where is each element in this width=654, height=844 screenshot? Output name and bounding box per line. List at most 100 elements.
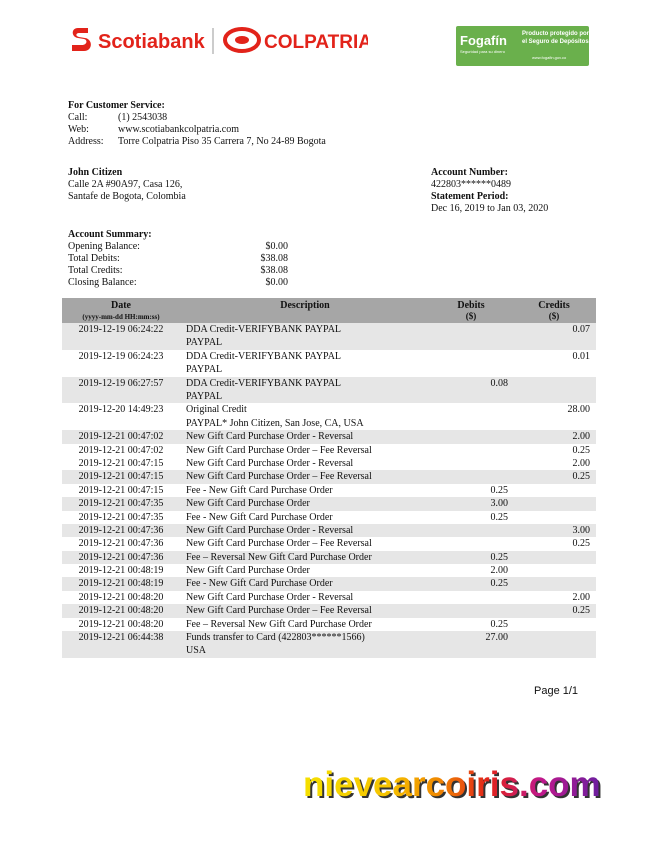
transactions-table: Date (yyyy-mm-dd HH:mm:ss) Description D… <box>62 298 596 658</box>
summary-value: $38.08 <box>260 253 289 264</box>
description-cell: Fee - New Gift Card Purchase Order <box>186 578 333 590</box>
date-cell: 2019-12-19 06:27:57 <box>78 377 164 389</box>
account-number: 422803******0489 <box>431 179 511 190</box>
table-row: 2019-12-21 00:47:36 Fee – Reversal New Gi… <box>62 550 596 565</box>
summary-value: $38.08 <box>260 265 289 276</box>
date-cell: 2019-12-19 06:24:23 <box>78 350 164 362</box>
debit-cell: 0.25 <box>490 484 509 496</box>
credit-cell: 0.25 <box>572 444 591 456</box>
date-cell: 2019-12-20 14:49:23 <box>78 404 164 416</box>
description-cell: Fee - New Gift Card Purchase Order <box>186 511 333 523</box>
table-row: 2019-12-19 06:24:23 DDA Credit-VERIFYBANK… <box>62 350 596 377</box>
credit-cell: 0.07 <box>572 324 591 335</box>
description-cell: New Gift Card Purchase Order - Reversal <box>186 524 354 536</box>
service-label: Address: <box>68 136 104 147</box>
table-row: 2019-12-21 00:47:35 New Gift Card Purchas… <box>62 497 596 511</box>
credit-cell: 0.25 <box>572 538 591 550</box>
table-row: 2019-12-21 00:48:19 Fee - New Gift Card P… <box>62 577 596 591</box>
table-row: 2019-12-21 00:47:02 New Gift Card Purchas… <box>62 444 596 457</box>
summary-label: Total Debits: <box>68 253 120 264</box>
date-cell: 2019-12-21 00:47:36 <box>78 524 164 536</box>
description-cell: PAYPAL* John Citizen, San Jose, CA, USA <box>186 417 364 429</box>
date-cell: 2019-12-21 00:47:35 <box>78 511 164 523</box>
description-cell: PAYPAL <box>186 390 223 402</box>
credit-cell: 2.00 <box>572 591 591 603</box>
date-cell: 2019-12-21 00:48:20 <box>78 605 164 617</box>
summary-label: Opening Balance: <box>68 241 140 252</box>
debit-cell: 3.00 <box>490 498 509 510</box>
credit-cell: 2.00 <box>572 431 591 443</box>
description-cell: New Gift Card Purchase Order - Reversal <box>186 591 354 603</box>
fogafin-tagline: Seguridad para su dinero <box>460 49 505 54</box>
date-cell: 2019-12-21 00:48:20 <box>78 618 164 630</box>
description-cell: New Gift Card Purchase Order – Fee Rever… <box>186 444 372 456</box>
column-header: Debits <box>457 300 485 311</box>
fogafin-notice: el Seguro de Depósitos <box>522 39 589 45</box>
fogafin-notice: Producto protegido por <box>522 31 589 37</box>
service-label: Web: <box>68 124 89 135</box>
description-cell: USA <box>186 645 207 657</box>
date-cell: 2019-12-21 00:48:19 <box>78 578 164 590</box>
page-number: Page 1/1 <box>534 685 579 697</box>
date-cell: 2019-12-21 00:47:15 <box>78 484 164 496</box>
statement-period: Dec 16, 2019 to Jan 03, 2020 <box>431 203 549 214</box>
debit-cell: 0.25 <box>490 551 509 563</box>
account-number-label: Account Number: <box>431 167 508 178</box>
table-row: 2019-12-21 00:47:02 New Gift Card Purchas… <box>62 430 596 444</box>
credit-cell: 0.01 <box>572 350 591 362</box>
debit-cell: 2.00 <box>490 565 509 577</box>
description-cell: PAYPAL <box>186 364 223 376</box>
fogafin-url: www.fogafin.gov.co <box>532 55 567 60</box>
table-row: 2019-12-21 00:48:20 New Gift Card Purchas… <box>62 591 596 604</box>
table-row: 2019-12-21 00:47:36 New Gift Card Purchas… <box>62 523 596 538</box>
summary-label: Closing Balance: <box>68 277 137 288</box>
credit-cell: 0.25 <box>572 471 591 483</box>
customer-address: Calle 2A #90A97, Casa 126, <box>68 179 183 190</box>
summary-value: $0.00 <box>265 277 289 288</box>
debit-cell: 0.25 <box>490 511 509 523</box>
description-cell: New Gift Card Purchase Order – Fee Rever… <box>186 471 372 483</box>
service-title: For Customer Service: <box>68 100 165 111</box>
date-cell: 2019-12-21 00:47:15 <box>78 471 164 483</box>
date-cell: 2019-12-21 06:44:38 <box>78 632 164 644</box>
description-cell: New Gift Card Purchase Order - Reversal <box>186 457 354 469</box>
description-cell: New Gift Card Purchase Order <box>186 498 310 510</box>
summary-title: Account Summary: <box>68 229 152 240</box>
table-row: 2019-12-19 06:24:22 DDA Credit-VERIFYBANK… <box>62 323 596 350</box>
partner-name: COLPATRIA <box>264 32 368 53</box>
table-row: 2019-12-21 00:48:19 New Gift Card Purchas… <box>62 564 596 577</box>
description-cell: DDA Credit-VERIFYBANK PAYPAL <box>186 324 342 335</box>
debit-cell: 0.08 <box>490 377 509 389</box>
table-row: 2019-12-19 06:27:57 DDA Credit-VERIFYBANK… <box>62 376 596 404</box>
description-cell: PAYPAL <box>186 337 223 349</box>
date-cell: 2019-12-19 06:24:22 <box>78 324 164 335</box>
description-cell: New Gift Card Purchase Order – Fee Rever… <box>186 605 372 617</box>
date-cell: 2019-12-21 00:47:02 <box>78 444 164 456</box>
bank-logos: Scotiabank COLPATRIA <box>72 27 368 54</box>
customer-address: Santafe de Bogota, Colombia <box>68 191 186 202</box>
service-value: Torre Colpatria Piso 35 Carrera 7, No 24… <box>118 136 326 147</box>
table-row: 2019-12-21 00:47:36 New Gift Card Purchas… <box>62 537 596 550</box>
description-cell: Funds transfer to Card (422803******1566… <box>186 632 365 644</box>
debit-cell: 27.00 <box>485 632 509 644</box>
service-value: (1) 2543038 <box>118 112 168 123</box>
table-row: 2019-12-21 00:47:15 New Gift Card Purchas… <box>62 457 596 470</box>
customer-name: John Citizen <box>68 167 123 178</box>
description-cell: Original Credit <box>186 404 247 416</box>
description-cell: DDA Credit-VERIFYBANK PAYPAL <box>186 377 342 389</box>
bank-name: Scotiabank <box>98 31 206 53</box>
table-row: 2019-12-20 14:49:23 Original Credit PAYPAL… <box>62 403 596 430</box>
table-row: 2019-12-21 00:47:15 New Gift Card Purchas… <box>62 470 596 484</box>
column-header: Date <box>111 300 131 311</box>
description-cell: DDA Credit-VERIFYBANK PAYPAL <box>186 350 342 362</box>
column-subheader: ($) <box>465 311 477 321</box>
table-header: Date (yyyy-mm-dd HH:mm:ss) Description D… <box>62 298 596 323</box>
service-label: Call: <box>68 112 88 123</box>
credit-cell: 0.25 <box>572 605 591 617</box>
summary-value: $0.00 <box>265 241 289 252</box>
column-header: Description <box>280 300 330 311</box>
fogafin-name: Fogafín <box>460 33 507 48</box>
date-cell: 2019-12-21 00:48:19 <box>78 565 164 577</box>
debit-cell: 0.25 <box>490 618 509 630</box>
